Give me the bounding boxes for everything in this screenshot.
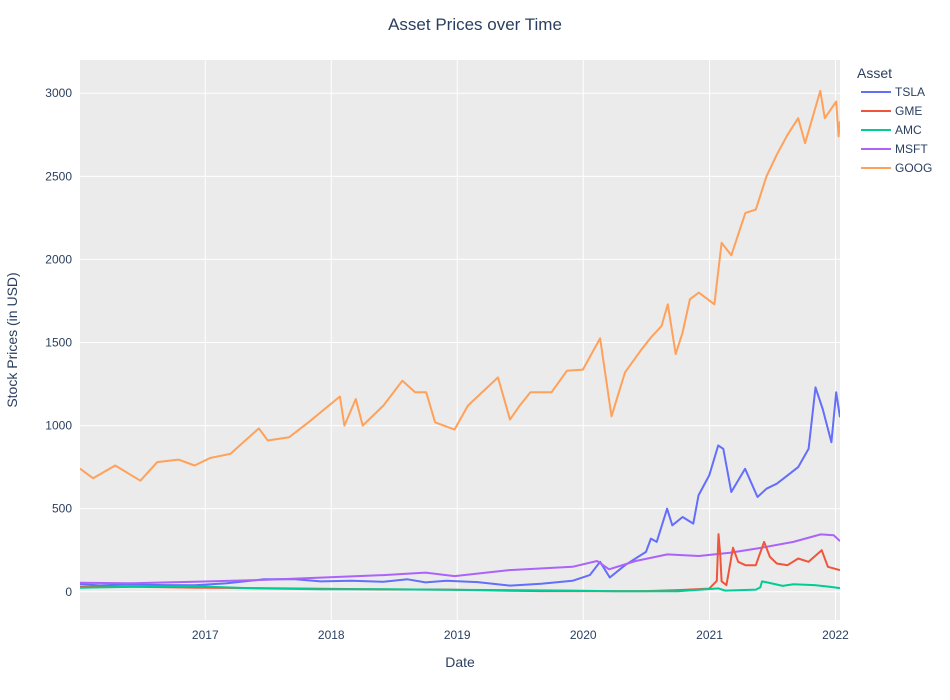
legend-item-tsla[interactable]: TSLA (861, 85, 925, 99)
legend-label: GOOG (895, 161, 932, 175)
tick-layer: 2017 2018 2019 2020 2021 2022 0 500 1000 1500 2000… (45, 86, 849, 642)
y-axis-title: Stock Prices (in USD) (4, 272, 20, 407)
y-tick-label: 1000 (45, 419, 72, 433)
y-tick-label: 2500 (45, 169, 72, 183)
legend-item-amc[interactable]: AMC (861, 123, 922, 137)
x-tick-label: 2021 (696, 628, 723, 642)
series-line-tsla (80, 386, 840, 587)
y-tick-label: 3000 (45, 86, 72, 100)
grid-layer (80, 60, 840, 620)
y-tick-label: 500 (52, 502, 72, 516)
plot-background (80, 60, 840, 620)
legend[interactable]: Asset TSLA GME AMC MSFT GOOG (857, 65, 932, 175)
x-tick-label: 2022 (822, 628, 849, 642)
x-tick-label: 2017 (192, 628, 219, 642)
y-tick-label: 2000 (45, 252, 72, 266)
series-line-goog (80, 89, 840, 482)
legend-item-goog[interactable]: GOOG (861, 161, 932, 175)
legend-label: AMC (895, 123, 922, 137)
legend-label: GME (895, 104, 922, 118)
legend-item-gme[interactable]: GME (861, 104, 922, 118)
legend-title: Asset (857, 65, 892, 81)
legend-item-msft[interactable]: MSFT (861, 142, 928, 156)
legend-label: MSFT (895, 142, 928, 156)
x-tick-label: 2018 (318, 628, 345, 642)
legend-label: TSLA (895, 85, 925, 99)
y-tick-label: 0 (65, 585, 72, 599)
y-tick-label: 1500 (45, 335, 72, 349)
series-line-amc (80, 580, 840, 593)
x-axis-title: Date (445, 654, 475, 670)
chart-title: Asset Prices over Time (388, 15, 562, 34)
x-tick-label: 2019 (444, 628, 471, 642)
series-line-msft (80, 533, 840, 585)
x-tick-label: 2020 (570, 628, 597, 642)
series-layer (80, 89, 840, 593)
